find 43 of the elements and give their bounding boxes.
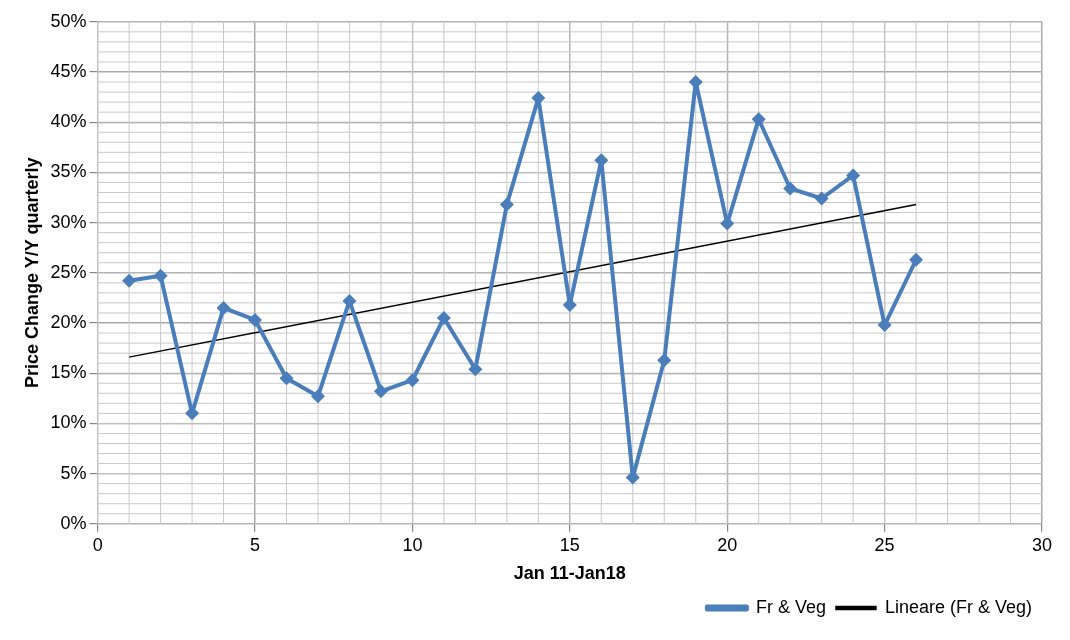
x-tick-label: 10 [402, 534, 423, 555]
point [594, 153, 609, 168]
point [405, 373, 420, 388]
point [342, 293, 357, 308]
y-tick-label: 0% [60, 512, 87, 533]
point [310, 389, 325, 404]
x-tick-label: 15 [559, 534, 580, 555]
point [657, 353, 672, 368]
legend-label: Lineare (Fr & Veg) [884, 596, 1033, 617]
point [625, 470, 640, 485]
y-tick-label: 45% [50, 60, 87, 81]
point [909, 252, 924, 267]
point [814, 191, 829, 206]
point [468, 362, 483, 377]
point [436, 310, 451, 325]
point [153, 268, 168, 283]
point [499, 197, 514, 212]
x-tick-label: 30 [1031, 534, 1053, 555]
y-tick-label: 20% [50, 311, 87, 332]
y-tick-label: 25% [50, 261, 87, 282]
point [751, 112, 766, 127]
x-tick-label: 25 [874, 534, 895, 555]
y-tick-label: 15% [50, 362, 87, 383]
x-tick-label: 20 [717, 534, 738, 555]
point [248, 312, 263, 327]
y-tick-label: 50% [50, 10, 87, 31]
point [279, 371, 294, 386]
point [122, 273, 137, 288]
x-tick-label: 0 [92, 534, 103, 555]
y-tick-label: 30% [50, 211, 87, 232]
point [216, 300, 231, 315]
point [373, 384, 388, 399]
point [877, 318, 892, 333]
y-tick-label: 10% [50, 412, 87, 433]
y-tick-label: 5% [60, 462, 87, 483]
y-axis-title: Price Change Y/Y quarterly [21, 157, 42, 389]
x-tick-label: 5 [250, 534, 261, 555]
legend-label: Fr & Veg [755, 596, 826, 617]
y-tick-label: 40% [50, 111, 87, 132]
point [783, 181, 798, 196]
y-tick-label: 35% [50, 161, 87, 182]
x-axis-title: Jan 11-Jan18 [513, 563, 626, 584]
point [846, 168, 861, 183]
